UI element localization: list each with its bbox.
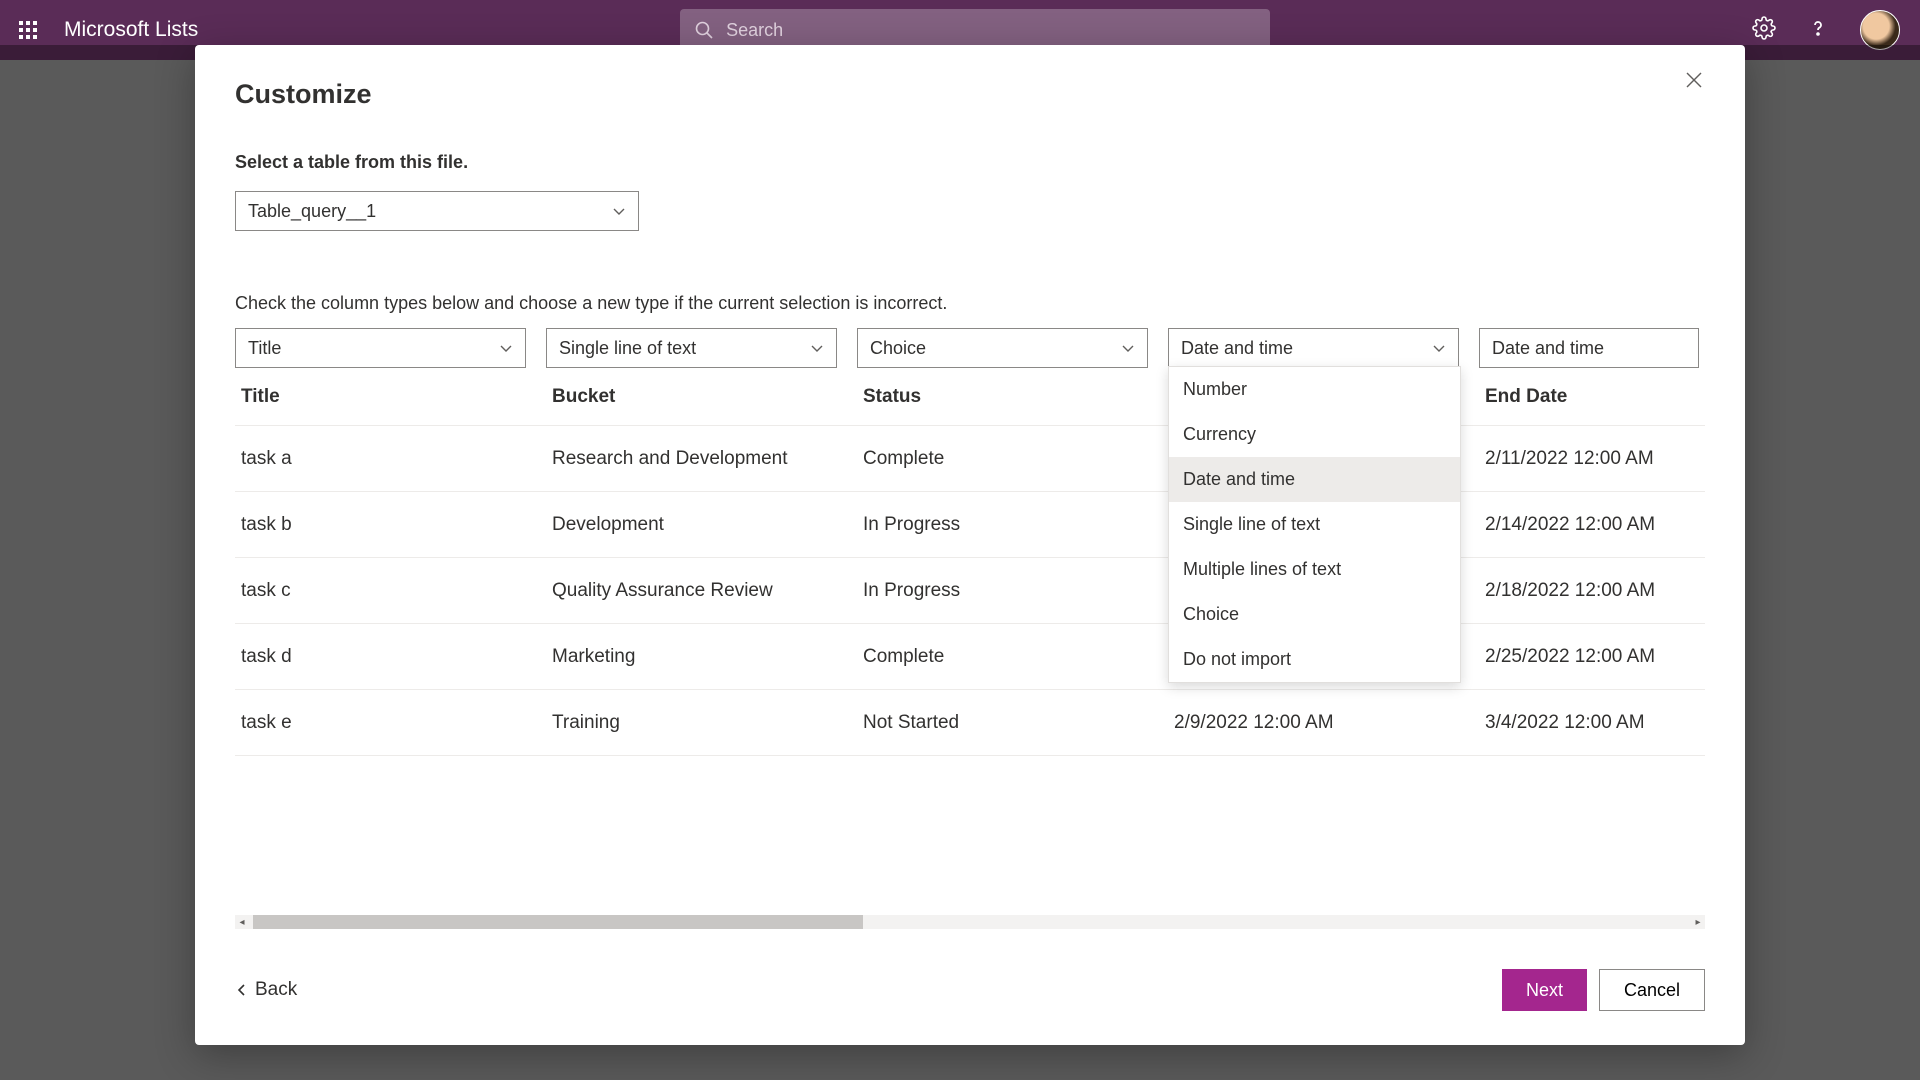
coltype-select-3[interactable]: Date and time bbox=[1168, 328, 1459, 368]
cancel-button[interactable]: Cancel bbox=[1599, 969, 1705, 1011]
customize-modal: Customize Select a table from this file.… bbox=[195, 45, 1745, 1045]
table-row: task e Training Not Started 2/9/2022 12:… bbox=[235, 690, 1705, 756]
modal-title: Customize bbox=[235, 79, 1705, 110]
search-icon bbox=[694, 20, 714, 40]
chevron-down-icon bbox=[1432, 341, 1446, 355]
table-select-value: Table_query__1 bbox=[248, 201, 376, 222]
select-table-label: Select a table from this file. bbox=[235, 152, 1705, 173]
table-row: task c Quality Assurance Review In Progr… bbox=[235, 558, 1705, 624]
type-option[interactable]: Date and time bbox=[1169, 457, 1460, 502]
table-header-row: Title Bucket Status End Date bbox=[235, 368, 1705, 426]
next-button[interactable]: Next bbox=[1502, 969, 1587, 1011]
coltype-select-0[interactable]: Title bbox=[235, 328, 526, 368]
horizontal-scrollbar[interactable]: ◂ ▸ bbox=[235, 915, 1705, 929]
chevron-left-icon bbox=[235, 983, 249, 997]
type-option[interactable]: Currency bbox=[1169, 412, 1460, 457]
coltype-select-1[interactable]: Single line of text bbox=[546, 328, 837, 368]
app-title: Microsoft Lists bbox=[64, 18, 198, 42]
chevron-down-icon bbox=[499, 341, 513, 355]
column-type-row: Title Single line of text Choice Date an… bbox=[235, 328, 1705, 368]
col-header: Bucket bbox=[546, 386, 837, 408]
chevron-down-icon bbox=[1121, 341, 1135, 355]
table-select[interactable]: Table_query__1 bbox=[235, 191, 639, 231]
coltype-select-2[interactable]: Choice bbox=[857, 328, 1148, 368]
coltype-select-4[interactable]: Date and time bbox=[1479, 328, 1699, 368]
topbar-right bbox=[1752, 10, 1910, 50]
type-option[interactable]: Single line of text bbox=[1169, 502, 1460, 547]
back-button[interactable]: Back bbox=[235, 979, 297, 1001]
column-types-label: Check the column types below and choose … bbox=[235, 293, 1705, 314]
gear-icon[interactable] bbox=[1752, 16, 1776, 45]
type-option[interactable]: Number bbox=[1169, 367, 1460, 412]
table-row: task b Development In Progress 2/14/2022… bbox=[235, 492, 1705, 558]
scrollbar-thumb[interactable] bbox=[253, 915, 863, 929]
type-option[interactable]: Do not import bbox=[1169, 637, 1460, 682]
chevron-down-icon bbox=[612, 204, 626, 218]
coltype-dropdown-menu: Number Currency Date and time Single lin… bbox=[1168, 366, 1461, 683]
scroll-right-icon[interactable]: ▸ bbox=[1691, 917, 1705, 928]
type-option[interactable]: Multiple lines of text bbox=[1169, 547, 1460, 592]
table-row: task d Marketing Complete 2/25/2022 12:0… bbox=[235, 624, 1705, 690]
help-icon[interactable] bbox=[1806, 16, 1830, 45]
col-header: Title bbox=[235, 386, 526, 408]
close-icon[interactable] bbox=[1685, 71, 1715, 101]
avatar[interactable] bbox=[1860, 10, 1900, 50]
col-header: End Date bbox=[1479, 386, 1699, 408]
type-option[interactable]: Choice bbox=[1169, 592, 1460, 637]
app-launcher-icon[interactable] bbox=[10, 12, 46, 48]
scroll-left-icon[interactable]: ◂ bbox=[235, 917, 249, 928]
chevron-down-icon bbox=[810, 341, 824, 355]
table-row: task a Research and Development Complete… bbox=[235, 426, 1705, 492]
search-placeholder: Search bbox=[726, 20, 783, 41]
modal-footer: Back Next Cancel bbox=[235, 969, 1705, 1011]
col-header: Status bbox=[857, 386, 1148, 408]
